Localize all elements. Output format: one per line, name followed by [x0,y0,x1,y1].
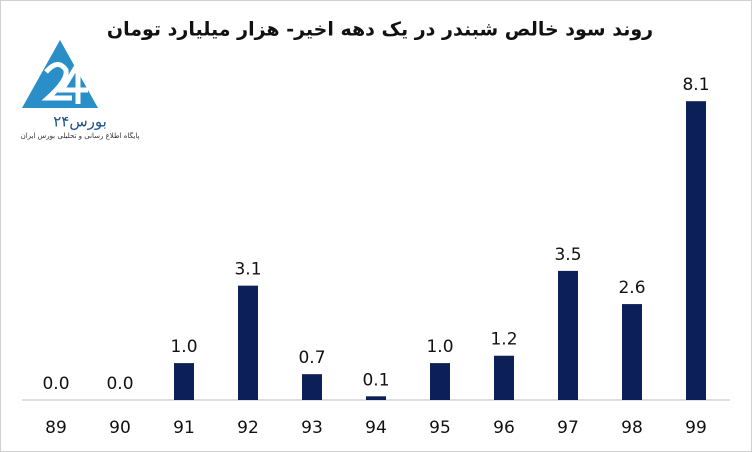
logo: بورس۲۴ پایگاه اطلاع رسانی و تحلیلی بورس … [21,40,140,140]
value-label: 1.0 [170,337,197,357]
x-tick-label: 94 [365,418,387,438]
bar [366,396,386,400]
logo-four [57,62,88,104]
x-tick-label: 98 [621,418,643,438]
value-label: 0.0 [42,374,69,394]
value-label: 3.5 [554,245,581,265]
x-tick-label: 89 [45,418,67,438]
x-tick-label: 97 [557,418,579,438]
x-tick-label: 95 [429,418,451,438]
chart-title: روند سود خالص شبندر در یک دهه اخیر- هزار… [107,19,653,41]
value-label: 0.0 [106,374,133,394]
bar [686,101,706,400]
bar [430,363,450,400]
x-tick-label: 90 [109,418,131,438]
value-label: 8.1 [682,75,709,95]
value-label: 3.1 [234,260,261,280]
bar [174,363,194,400]
bar [302,374,322,400]
bar [622,304,642,400]
x-tick-label: 93 [301,418,323,438]
bar [494,355,514,400]
bar [238,285,258,400]
value-label: 0.7 [298,348,325,368]
x-tick-label: 96 [493,418,515,438]
value-label: 2.6 [618,278,645,298]
logo-tagline: پایگاه اطلاع رسانی و تحلیلی بورس ایران [21,131,140,140]
logo-two [41,62,72,101]
x-tick-label: 92 [237,418,259,438]
value-label: 1.2 [490,330,517,350]
value-label: 0.1 [362,370,389,390]
logo-name: بورس۲۴ [53,113,107,131]
bar [558,270,578,400]
x-tick-label: 91 [173,418,195,438]
value-label: 1.0 [426,337,453,357]
x-tick-label: 99 [685,418,707,438]
